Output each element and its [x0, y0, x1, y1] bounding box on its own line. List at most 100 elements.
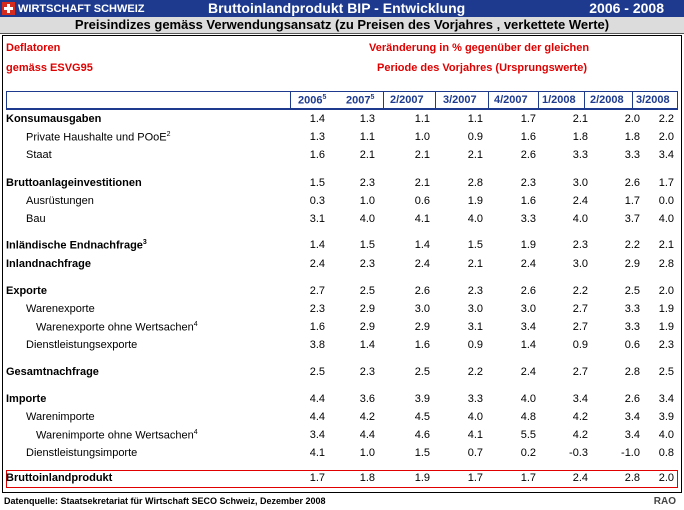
table-cell: 2.9: [414, 321, 430, 333]
deflator-note-2: gemäss ESVG95: [6, 62, 93, 74]
row-label-text: Gesamtnachfrage: [6, 366, 99, 378]
column-header: 2/2008: [590, 94, 624, 106]
table-cell: 2.9: [359, 321, 375, 333]
table-cell: 3.3: [624, 303, 640, 315]
row-label: Warenimporte: [26, 411, 95, 423]
table-cell: 3.3: [467, 393, 483, 405]
column-header: 3/2007: [443, 94, 477, 106]
table-cell: 2.0: [624, 113, 640, 125]
row-label: Ausrüstungen: [26, 195, 94, 207]
column-header: 1/2008: [542, 94, 576, 106]
table-cell: 1.0: [414, 131, 430, 143]
table-cell: 2.1: [572, 113, 588, 125]
column-divider: [488, 91, 489, 109]
row-label-text: Ausrüstungen: [26, 195, 94, 207]
table-cell: 4.4: [309, 393, 325, 405]
table-cell: 1.1: [467, 113, 483, 125]
table-cell: 2.3: [309, 303, 325, 315]
table-cell: 1.3: [359, 113, 375, 125]
table-cell: 3.4: [309, 429, 325, 441]
table-cell: 1.5: [359, 239, 375, 251]
column-divider: [538, 91, 539, 109]
table-cell: 1.6: [520, 131, 536, 143]
change-note: Veränderung in % gegenüber der gleichen: [369, 42, 590, 54]
column-header: 20065: [298, 94, 326, 107]
column-header-row: [6, 91, 678, 110]
table-cell: 4.4: [309, 411, 325, 423]
table-cell: 1.1: [414, 113, 430, 125]
subtitle-bar: Preisindizes gemäss Verwendungsansatz (z…: [0, 17, 684, 34]
row-label: Inlandnachfrage: [6, 258, 91, 270]
table-cell: 2.1: [658, 239, 674, 251]
table-cell: 3.8: [309, 339, 325, 351]
column-header-label: 2007: [346, 94, 371, 107]
table-cell: 2.8: [467, 177, 483, 189]
footnote-marker: 4: [193, 321, 198, 328]
column-divider: [290, 91, 291, 109]
table-cell: 4.1: [414, 213, 430, 225]
footnote-marker: 2: [166, 131, 171, 138]
data-source: Datenquelle: Staatsekretariat für Wirtsc…: [4, 496, 326, 506]
table-cell: 1.4: [414, 239, 430, 251]
row-label: Staat: [26, 149, 52, 161]
row-label: Private Haushalte und POoE2: [26, 131, 171, 144]
column-header-label: 2/2008: [590, 94, 624, 106]
row-label: Importe: [6, 393, 46, 405]
table-cell: 2.5: [658, 366, 674, 378]
title-bar: WIRTSCHAFT SCHWEIZ Bruttoinlandprodukt B…: [0, 0, 684, 17]
table-cell: 1.9: [414, 472, 430, 484]
table-cell: 2.2: [572, 285, 588, 297]
table-cell: 4.0: [572, 213, 588, 225]
table-cell: 3.4: [658, 149, 674, 161]
table-cell: 2.5: [624, 285, 640, 297]
column-divider: [383, 91, 384, 109]
column-header-label: 4/2007: [494, 94, 528, 106]
row-label-text: Private Haushalte und POoE: [26, 131, 167, 144]
table-cell: 4.2: [572, 429, 588, 441]
table-cell: 1.0: [359, 195, 375, 207]
table-cell: 3.7: [624, 213, 640, 225]
column-header-label: 2006: [298, 94, 323, 107]
table-cell: 2.4: [309, 258, 325, 270]
deflator-note: Deflatoren: [6, 42, 61, 54]
table-cell: 0.6: [624, 339, 640, 351]
table-cell: -0.3: [569, 447, 588, 459]
page-title: Bruttoinlandprodukt BIP - Entwicklung: [208, 0, 465, 17]
row-label-text: Warenimporte ohne Wertsachen: [36, 429, 194, 442]
table-cell: 4.2: [359, 411, 375, 423]
table-cell: 3.9: [414, 393, 430, 405]
table-cell: 4.8: [520, 411, 536, 423]
table-cell: 0.9: [572, 339, 588, 351]
table-cell: 2.8: [624, 366, 640, 378]
table-cell: 2.6: [624, 177, 640, 189]
subtitle: Preisindizes gemäss Verwendungsansatz (z…: [74, 17, 610, 32]
table-cell: 1.8: [572, 131, 588, 143]
table-cell: 3.0: [572, 258, 588, 270]
table-cell: 2.6: [520, 149, 536, 161]
table-cell: 2.6: [414, 285, 430, 297]
row-label-text: Bau: [26, 213, 46, 225]
table-cell: 3.3: [520, 213, 536, 225]
table-cell: 3.0: [520, 303, 536, 315]
table-cell: 1.9: [658, 321, 674, 333]
table-cell: 0.9: [467, 339, 483, 351]
table-cell: 1.8: [624, 131, 640, 143]
column-divider: [435, 91, 436, 109]
table-cell: -1.0: [621, 447, 640, 459]
brand-label: WIRTSCHAFT SCHWEIZ: [18, 2, 145, 15]
table-cell: 4.0: [520, 393, 536, 405]
table-cell: 2.9: [624, 258, 640, 270]
row-label: Warenexporte ohne Wertsachen4: [36, 321, 198, 334]
table-cell: 2.4: [414, 258, 430, 270]
table-cell: 2.1: [359, 149, 375, 161]
table-cell: 1.5: [467, 239, 483, 251]
table-cell: 2.3: [359, 177, 375, 189]
table-cell: 3.4: [624, 411, 640, 423]
footnote-marker: 3: [142, 239, 147, 246]
table-cell: 1.6: [414, 339, 430, 351]
table-cell: 3.0: [414, 303, 430, 315]
table-cell: 2.8: [658, 258, 674, 270]
table-cell: 3.1: [309, 213, 325, 225]
table-cell: 4.0: [467, 213, 483, 225]
table-cell: 1.7: [658, 177, 674, 189]
